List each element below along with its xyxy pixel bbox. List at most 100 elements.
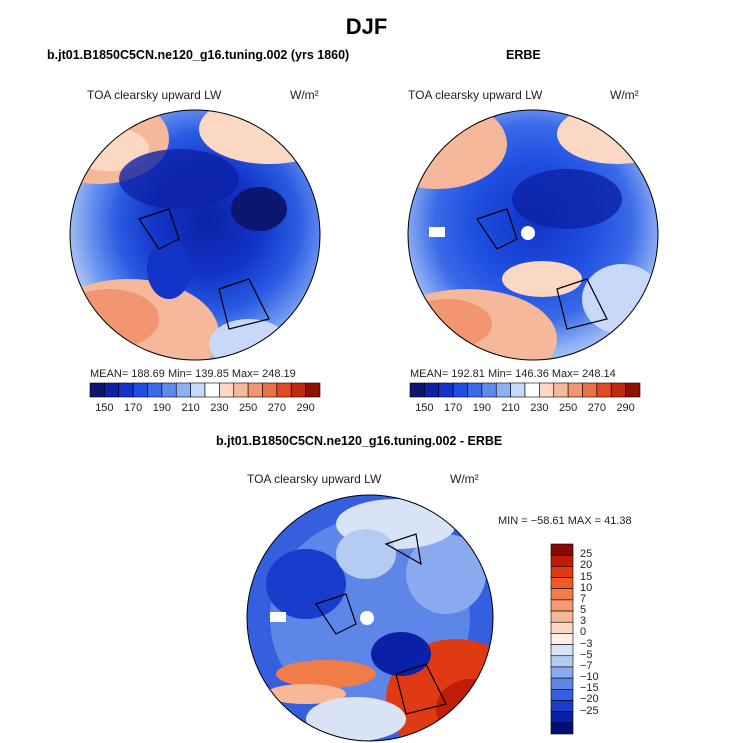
colorbar-3-swatch [550,543,574,556]
panel-3-units: W/m² [450,472,479,486]
colorbar-2-swatch [510,382,526,398]
colorbar-2-tick-label: 250 [558,402,578,414]
colorbar-3-tick-label: −25 [580,704,599,717]
colorbar-1-swatch [104,382,120,398]
colorbar-3-tick-label: −10 [580,671,599,684]
colorbar-2-swatch [596,382,612,398]
colorbar-1-swatch [132,382,148,398]
colorbar-1-swatch [190,382,206,398]
colorbar-2-tick-label: 170 [443,402,463,414]
panel-1-colorbar [89,382,321,398]
colorbar-2-swatch [495,382,511,398]
colorbar-3-tick-label: −15 [580,682,599,695]
panel-2-colorbar [409,382,641,398]
panel-1-title: b.jt01.B1850C5CN.ne120_g16.tuning.002 (y… [47,48,350,62]
panel-1-colorbar-ticks: 150 170 190 210 230 250 270 290 [90,402,320,416]
colorbar-1-tick-label: 250 [238,402,258,414]
colorbar-2-swatch [553,382,569,398]
colorbar-3-swatch [550,566,574,578]
panel-1-units: W/m² [290,88,319,102]
colorbar-3-swatch [550,554,574,567]
colorbar-1-swatch [219,382,235,398]
colorbar-3-swatch [550,677,574,690]
colorbar-1-tick-label: 150 [95,402,114,414]
colorbar-2-tick-label: 190 [472,402,492,414]
colorbar-1-swatch [262,382,278,398]
colorbar-2-tick-label: 210 [501,402,520,414]
colorbar-1-tick-label: 210 [181,402,200,414]
colorbar-3-swatch [550,621,574,634]
colorbar-3-tick-label: −3 [580,637,593,650]
colorbar-2-swatch [452,382,468,398]
colorbar-3-swatch [550,711,574,724]
colorbar-1-swatch [247,382,263,398]
colorbar-3-tick-label: 20 [580,559,593,572]
colorbar-2-tick-label: 150 [415,402,434,414]
colorbar-1-swatch [204,382,220,398]
colorbar-3-tick-label: 7 [580,592,587,605]
colorbar-3-swatch [550,666,574,679]
colorbar-1-swatch [175,382,191,398]
colorbar-2-swatch [610,382,626,398]
panel-3-map [246,494,494,742]
colorbar-3-swatch [550,644,574,657]
colorbar-3-tick-label: −20 [580,693,599,706]
colorbar-2-swatch [625,382,641,398]
colorbar-3-tick-label: 3 [580,615,587,628]
colorbar-3-tick-label: −7 [580,659,593,672]
colorbar-2-swatch [481,382,497,398]
colorbar-1-tick-label: 270 [267,402,287,414]
colorbar-1-swatch [290,382,306,398]
colorbar-1-swatch [89,382,105,398]
panel-3-colorbar-ticks: 25 20 15 10 7 5 3 0 −3 −5 −7 −10 −15 −20 −25 [580,544,620,734]
panel-3-title: b.jt01.B1850C5CN.ne120_g16.tuning.002 - … [216,434,503,448]
panel-3-colorbar [550,543,574,735]
colorbar-2-swatch [467,382,483,398]
colorbar-3-tick-label: 5 [580,604,587,617]
panel-2-title: ERBE [506,48,541,62]
colorbar-2-swatch [524,382,540,398]
colorbar-1-swatch [276,382,292,398]
colorbar-3-swatch [550,599,574,612]
colorbar-3-swatch [550,633,574,645]
colorbar-2-swatch [409,382,425,398]
panel-1-map [69,109,321,361]
colorbar-2-swatch [438,382,454,398]
colorbar-2-swatch [424,382,440,398]
colorbar-1-tick-label: 290 [296,402,315,414]
colorbar-3-swatch [550,722,574,735]
panel-2-variable: TOA clearsky upward LW [408,88,543,102]
panel-2-map [407,109,659,361]
figure-title: DJF [345,14,388,39]
colorbar-3-swatch [550,688,574,701]
colorbar-3-swatch [550,700,574,712]
colorbar-3-tick-label: 0 [580,626,587,639]
colorbar-1-swatch [233,382,249,398]
colorbar-1-swatch [305,382,321,398]
colorbar-3-tick-label: 15 [580,570,593,583]
colorbar-3-tick-label: 25 [580,548,593,561]
colorbar-2-swatch [567,382,583,398]
panel-3-stats: MIN = −58.61 MAX = 41.38 [498,515,632,527]
panel-1-variable: TOA clearsky upward LW [87,88,222,102]
panel-1-stats: MEAN= 188.69 Min= 139.85 Max= 248.19 [90,368,296,380]
colorbar-3-tick-label: −5 [580,648,593,661]
colorbar-2-swatch [539,382,555,398]
colorbar-2-tick-label: 230 [530,402,549,414]
colorbar-3-swatch [550,577,574,590]
colorbar-1-tick-label: 230 [210,402,229,414]
colorbar-2-tick-label: 290 [616,402,635,414]
colorbar-2-swatch [582,382,598,398]
colorbar-1-swatch [147,382,163,398]
panel-3-variable: TOA clearsky upward LW [247,472,382,486]
panel-2-units: W/m² [610,88,639,102]
panel-2-colorbar-ticks: 150 170 190 210 230 250 270 290 [410,402,640,416]
colorbar-1-swatch [118,382,134,398]
colorbar-1-tick-label: 170 [123,402,143,414]
colorbar-2-tick-label: 270 [587,402,607,414]
colorbar-1-tick-label: 190 [152,402,172,414]
colorbar-3-swatch [550,610,574,623]
colorbar-1-swatch [161,382,177,398]
colorbar-3-tick-label: 10 [580,581,593,594]
panel-2-stats: MEAN= 192.81 Min= 146.36 Max= 248.14 [410,368,616,380]
